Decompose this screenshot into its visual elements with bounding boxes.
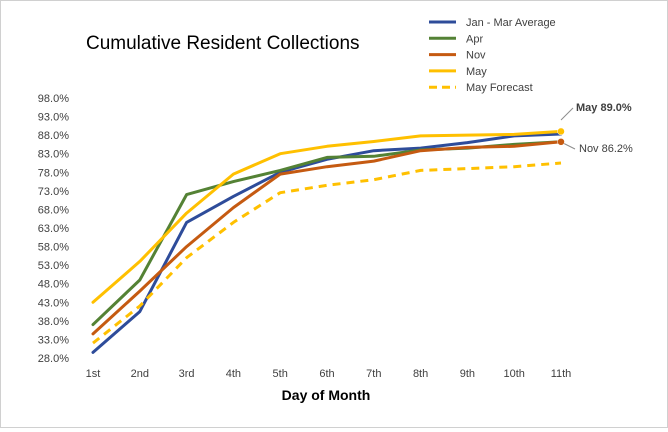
x-tick-label: 1st: [86, 368, 101, 380]
x-axis-label: Day of Month: [282, 387, 371, 403]
y-tick-label: 58.0%: [38, 242, 69, 254]
annotation-label: May 89.0%: [576, 102, 632, 114]
series-layer: [91, 129, 563, 354]
y-tick-label: 88.0%: [38, 130, 69, 142]
x-tick-label: 7th: [366, 368, 381, 380]
annotation-marker: [557, 127, 565, 136]
legend-label: Nov: [466, 50, 486, 62]
y-tick-label: 48.0%: [38, 279, 69, 291]
annotation-label: Nov 86.2%: [579, 143, 633, 155]
y-tick-label: 78.0%: [38, 167, 69, 179]
y-tick-label: 38.0%: [38, 316, 69, 328]
legend: Jan - Mar Average Apr Nov May May Forecast: [429, 17, 556, 94]
y-tick-label: 63.0%: [38, 223, 69, 235]
y-tick-label: 33.0%: [38, 334, 69, 346]
annotations-layer: May 89.0% Nov 86.2%: [557, 102, 633, 155]
y-tick-label: 93.0%: [38, 112, 69, 124]
y-tick-label: 83.0%: [38, 149, 69, 161]
legend-label: May Forecast: [466, 82, 533, 94]
x-tick-label: 5th: [273, 368, 288, 380]
series-line-nov: [91, 140, 563, 336]
y-tick-label: 68.0%: [38, 204, 69, 216]
y-tick-label: 43.0%: [38, 297, 69, 309]
y-tick-label: 73.0%: [38, 186, 69, 198]
annotation-leader-line: [560, 107, 574, 121]
x-tick-label: 4th: [226, 368, 241, 380]
chart-title: Cumulative Resident Collections: [86, 33, 360, 54]
y-tick-label: 53.0%: [38, 260, 69, 272]
x-tick-label: 3rd: [179, 368, 195, 380]
legend-label: May: [466, 66, 487, 78]
y-tick-label: 28.0%: [38, 353, 69, 365]
series-line-may: [91, 129, 563, 304]
x-tick-label: 6th: [319, 368, 334, 380]
legend-label: Jan - Mar Average: [466, 17, 556, 29]
series-line-jan-mar-average: [91, 132, 563, 354]
x-tick-label: 10th: [503, 368, 524, 380]
y-axis-ticks: 28.0% 33.0% 38.0% 43.0% 48.0% 53.0% 58.0% 63.0%…: [38, 93, 69, 365]
series-line-apr: [91, 140, 563, 327]
x-tick-label: 11th: [551, 368, 572, 380]
x-axis-ticks: 1st 2nd 3rd 4th 5th 6th 7th 8th 9th 10th 11th: [86, 368, 572, 380]
x-tick-label: 8th: [413, 368, 428, 380]
x-tick-label: 9th: [460, 368, 475, 380]
x-tick-label: 2nd: [131, 368, 149, 380]
y-tick-label: 98.0%: [38, 93, 69, 105]
annotation-marker: [557, 138, 565, 146]
legend-label: Apr: [466, 33, 483, 45]
series-line-may-forecast: [92, 161, 562, 345]
